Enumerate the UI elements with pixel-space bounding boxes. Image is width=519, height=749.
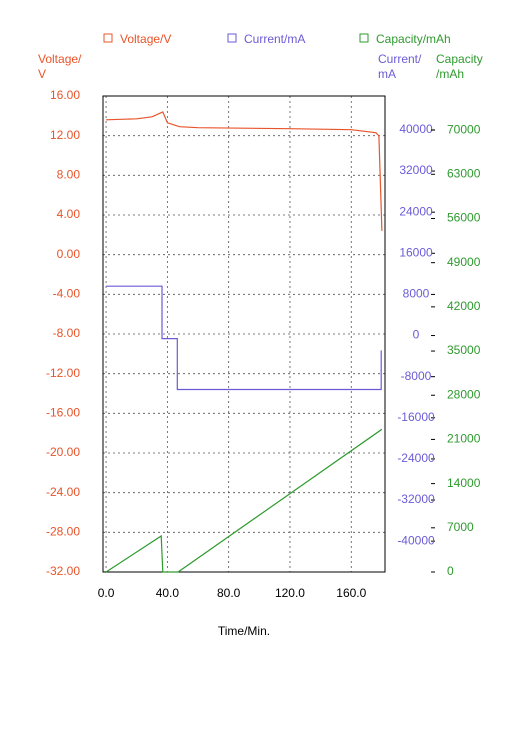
y2-tick-label: 8000	[403, 287, 430, 301]
legend-label: Voltage/V	[120, 32, 171, 46]
y3-tick-label: 14000	[447, 476, 481, 490]
series-line	[106, 285, 382, 391]
y2-tick-label: -32000	[397, 492, 435, 506]
y-tick-label: 12.00	[50, 128, 80, 142]
y-tick-label: -4.00	[53, 287, 81, 301]
x-tick-label: 80.0	[217, 586, 241, 600]
y3-tick-label: 63000	[447, 166, 481, 180]
y3-tick-label: 70000	[447, 122, 481, 136]
y2-tick-label: -40000	[397, 533, 435, 547]
y3-tick-label: 28000	[447, 387, 481, 401]
y3-tick-label: 7000	[447, 520, 474, 534]
y-tick-label: -20.00	[46, 445, 80, 459]
legend-swatch	[227, 33, 237, 43]
x-tick-label: 40.0	[156, 586, 180, 600]
y2-tick-label: 40000	[399, 122, 433, 136]
y3-tick-label: 49000	[447, 255, 481, 269]
y-tick-label: -28.00	[46, 525, 80, 539]
y2-tick-label: 32000	[399, 163, 433, 177]
legend-label: Current/mA	[244, 32, 305, 46]
y2-axis-title: Current/ mA	[378, 52, 422, 81]
legend-swatch	[103, 33, 113, 43]
x-axis-title: Time/Min.	[218, 624, 270, 638]
y2-tick-label: 24000	[399, 204, 433, 218]
plot-frame	[102, 95, 386, 573]
y2-tick-label: -8000	[401, 369, 432, 383]
y-tick-label: -16.00	[46, 406, 80, 420]
y-tick-label: -12.00	[46, 366, 80, 380]
y3-tick-label: 35000	[447, 343, 481, 357]
series-line	[105, 428, 383, 573]
y-tick-label: 8.00	[57, 168, 81, 182]
y-tick-label: -24.00	[46, 485, 80, 499]
y-tick-label: -8.00	[53, 326, 81, 340]
y3-tick-label: 56000	[447, 211, 481, 225]
y-tick-label: 0.00	[57, 247, 81, 261]
y3-tick-label: 42000	[447, 299, 481, 313]
y2-tick-label: 0	[413, 328, 420, 342]
series-line	[106, 111, 383, 231]
y2-tick-label: 16000	[399, 245, 433, 259]
x-tick-label: 120.0	[275, 586, 305, 600]
y2-tick-label: -16000	[397, 410, 435, 424]
y2-tick-label: -24000	[397, 451, 435, 465]
legend-swatch	[359, 33, 369, 43]
legend-label: Capacity/mAh	[376, 32, 451, 46]
y3-axis-title: Capacity /mAh	[436, 52, 483, 81]
y-tick-label: 4.00	[57, 207, 81, 221]
y3-tick-label: 21000	[447, 432, 481, 446]
y-tick-label: -32.00	[46, 564, 80, 578]
y-tick-label: 16.00	[50, 88, 80, 102]
x-tick-label: 0.0	[98, 586, 115, 600]
x-tick-label: 160.0	[336, 586, 366, 600]
y-axis-title: Voltage/ V	[38, 52, 82, 81]
y3-tick-label: 0	[447, 564, 454, 578]
